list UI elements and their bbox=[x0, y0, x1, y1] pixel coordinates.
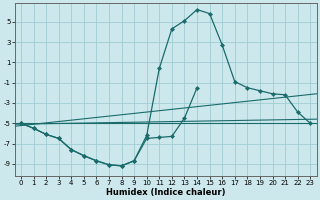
X-axis label: Humidex (Indice chaleur): Humidex (Indice chaleur) bbox=[106, 188, 225, 197]
